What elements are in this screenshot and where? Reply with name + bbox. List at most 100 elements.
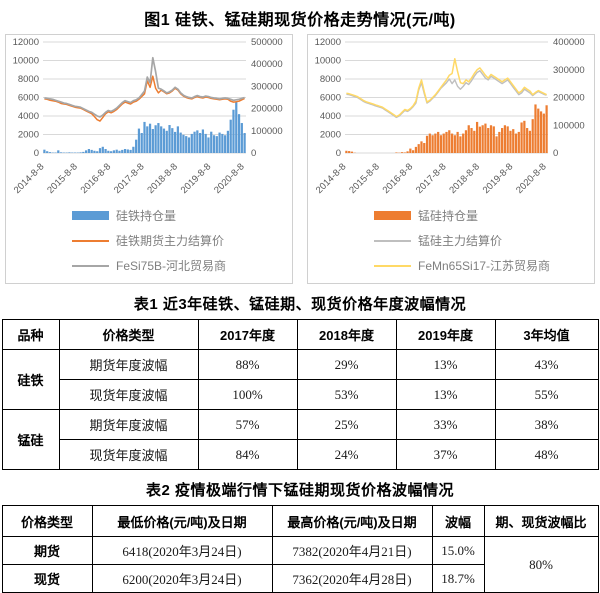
chart-plot: 12000 10000 8000 6000 4000 2000 0 500000 400000 3…	[6, 35, 292, 203]
legend-line-swatch	[374, 240, 411, 242]
table1-title: 表1 近3年硅铁、锰硅期、现货价格年度波幅情况	[0, 293, 600, 314]
group-cell: 锰硅	[2, 410, 59, 470]
svg-text:8000: 8000	[18, 74, 39, 85]
chart-plot: 1200010000800060004000200004000003000002…	[308, 35, 594, 203]
table1-header-row: 品种 价格类型 2017年度 2018年度 2019年度 3年均值	[2, 320, 598, 350]
legend-label: 锰硅持仓量	[418, 207, 478, 224]
table-row: 锰硅 期货年度波幅 57% 25% 33% 38%	[2, 410, 598, 440]
table1-header-cell: 品种	[2, 320, 59, 350]
svg-text:2020-8-8: 2020-8-8	[514, 161, 549, 196]
table-cell: 100%	[198, 380, 297, 410]
table-row: 现货年度波幅 100% 53% 13% 55%	[2, 380, 598, 410]
legend-label: 硅铁期货主力结算价	[116, 232, 224, 249]
svg-text:2017-8-8: 2017-8-8	[112, 161, 147, 196]
svg-text:100000: 100000	[251, 126, 283, 137]
merged-ratio-cell: 80%	[484, 537, 598, 593]
table2-header-cell: 价格类型	[2, 506, 92, 537]
table-cell: 38%	[495, 410, 598, 440]
svg-text:2000: 2000	[18, 130, 39, 141]
table-cell: 57%	[198, 410, 297, 440]
svg-text:400000: 400000	[553, 37, 585, 48]
svg-text:2018-8-8: 2018-8-8	[145, 161, 180, 196]
svg-text:0: 0	[34, 148, 39, 159]
legend-label: 锰硅主力结算价	[418, 232, 502, 249]
table-cell: 37%	[396, 440, 495, 470]
svg-text:200000: 200000	[251, 104, 283, 115]
svg-text:2019-8-8: 2019-8-8	[481, 161, 516, 196]
legend-label: 硅铁持仓量	[116, 207, 176, 224]
table-cell: 7382(2020年4月21日)	[272, 537, 432, 565]
svg-text:10000: 10000	[13, 56, 39, 67]
table-cell: 29%	[297, 350, 396, 380]
legend-item: 硅铁期货主力结算价	[72, 228, 292, 253]
table-cell: 88%	[198, 350, 297, 380]
legend-item: 锰硅主力结算价	[374, 228, 594, 253]
table1-header-cell: 2017年度	[198, 320, 297, 350]
svg-text:500000: 500000	[251, 37, 283, 48]
table-cell: 33%	[396, 410, 495, 440]
chart-legend: 硅铁持仓量硅铁期货主力结算价 FeSi75B-河北贸易商	[6, 203, 292, 278]
figure-title: 图1 硅铁、锰硅期现货价格走势情况(元/吨)	[0, 0, 600, 34]
legend-item: 锰硅持仓量	[374, 203, 594, 228]
table-row: 期货 6418(2020年3月24日) 7382(2020年4月21日) 15.…	[2, 537, 598, 565]
legend-label: FeMn65Si17-江苏贸易商	[418, 257, 550, 274]
svg-text:4000: 4000	[18, 111, 39, 122]
legend-item: 硅铁持仓量	[72, 203, 292, 228]
table-cell: 现货年度波幅	[59, 440, 198, 470]
table-cell: 期货年度波幅	[59, 350, 198, 380]
table-cell: 期货年度波幅	[59, 410, 198, 440]
legend-item: FeSi75B-河北贸易商	[72, 253, 292, 278]
svg-text:0: 0	[251, 148, 256, 159]
svg-text:2016-8-8: 2016-8-8	[79, 161, 114, 196]
table-cell: 15.0%	[432, 537, 484, 565]
table-row: 硅铁 期货年度波幅 88% 29% 13% 43%	[2, 350, 598, 380]
svg-text:10000: 10000	[315, 56, 341, 67]
table-cell: 13%	[396, 380, 495, 410]
table-cell: 53%	[297, 380, 396, 410]
svg-text:0: 0	[553, 148, 558, 159]
svg-text:300000: 300000	[553, 65, 585, 76]
svg-text:2017-8-8: 2017-8-8	[414, 161, 449, 196]
ferrosilicon-chart: 12000 10000 8000 6000 4000 2000 0 500000 400000 3…	[5, 34, 293, 284]
group-cell: 硅铁	[2, 350, 59, 410]
table2-title: 表2 疫情极端行情下锰硅期现货价格波幅情况	[0, 479, 600, 500]
svg-text:2020-8-8: 2020-8-8	[212, 161, 247, 196]
table-cell: 6200(2020年3月24日)	[92, 565, 272, 593]
svg-text:2014-8-8: 2014-8-8	[12, 161, 47, 196]
table-cell: 25%	[297, 410, 396, 440]
table1-header-cell: 2019年度	[396, 320, 495, 350]
svg-text:12000: 12000	[315, 37, 341, 48]
table-cell: 18.7%	[432, 565, 484, 593]
table2-header-cell: 最低价格(元/吨)及日期	[92, 506, 272, 537]
svg-text:6000: 6000	[320, 93, 341, 104]
svg-text:2018-8-8: 2018-8-8	[447, 161, 482, 196]
table-row: 现货年度波幅 84% 24% 37% 48%	[2, 440, 598, 470]
svg-text:200000: 200000	[553, 93, 585, 104]
legend-line-swatch	[374, 265, 411, 267]
svg-text:2015-8-8: 2015-8-8	[45, 161, 80, 196]
svg-text:8000: 8000	[320, 74, 341, 85]
svg-text:2019-8-8: 2019-8-8	[179, 161, 214, 196]
svg-text:100000: 100000	[553, 120, 585, 131]
table-cell: 现货年度波幅	[59, 380, 198, 410]
table2-header-row: 价格类型 最低价格(元/吨)及日期 最高价格(元/吨)及日期 波幅 期、现货波幅…	[2, 506, 598, 537]
legend-line-swatch	[72, 240, 109, 242]
table2-header-cell: 期、现货波幅比	[484, 506, 598, 537]
svg-text:2015-8-8: 2015-8-8	[347, 161, 382, 196]
svg-text:4000: 4000	[320, 111, 341, 122]
table2-header-cell: 最高价格(元/吨)及日期	[272, 506, 432, 537]
table-cell: 7362(2020年4月28日)	[272, 565, 432, 593]
table1-header-cell: 价格类型	[59, 320, 198, 350]
legend-bar-swatch	[374, 211, 411, 220]
svg-text:300000: 300000	[251, 81, 283, 92]
table1-header-cell: 2018年度	[297, 320, 396, 350]
table-cell: 13%	[396, 350, 495, 380]
table-cell: 现货	[2, 565, 92, 593]
svg-text:12000: 12000	[13, 37, 39, 48]
table-cell: 6418(2020年3月24日)	[92, 537, 272, 565]
svg-text:400000: 400000	[251, 59, 283, 70]
table-cell: 84%	[198, 440, 297, 470]
svg-text:6000: 6000	[18, 93, 39, 104]
